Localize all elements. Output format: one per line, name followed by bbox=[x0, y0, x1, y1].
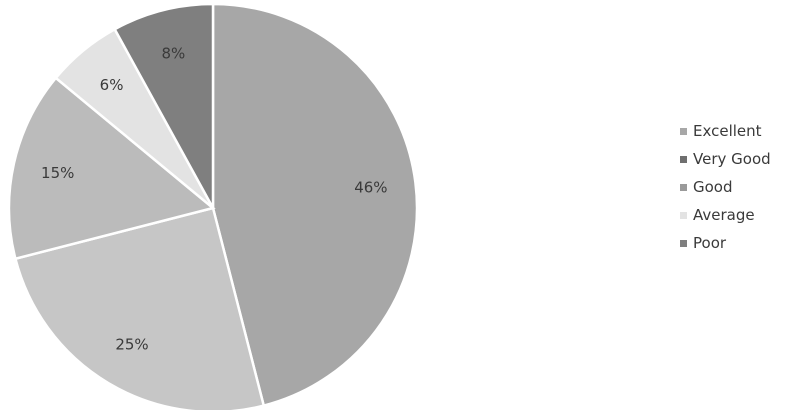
legend-item-average: Average bbox=[680, 201, 771, 229]
pie-slice-excellent bbox=[211, 2, 419, 408]
data-label-very-good: 25% bbox=[115, 335, 148, 353]
legend-item-very-good: Very Good bbox=[680, 145, 771, 173]
legend-label: Poor bbox=[693, 234, 727, 252]
data-label-good: 15% bbox=[41, 164, 74, 182]
legend-label: Good bbox=[693, 178, 733, 196]
legend-label: Average bbox=[693, 206, 755, 224]
legend-swatch bbox=[680, 239, 687, 247]
data-label-average: 6% bbox=[100, 76, 124, 94]
legend-swatch bbox=[680, 211, 687, 219]
pie-slice-very-good bbox=[13, 206, 266, 410]
legend-item-excellent: Excellent bbox=[680, 117, 771, 145]
legend-swatch bbox=[680, 155, 687, 163]
pie-slice-good bbox=[7, 76, 216, 261]
legend-swatch bbox=[680, 127, 687, 135]
data-label-poor: 8% bbox=[162, 44, 186, 62]
legend-label: Very Good bbox=[693, 150, 771, 168]
legend-label: Excellent bbox=[693, 122, 762, 140]
pie-slice-poor bbox=[113, 2, 215, 209]
legend-swatch bbox=[680, 183, 687, 191]
chart-legend: Excellent Very Good Good Average Poor bbox=[680, 117, 771, 257]
legend-item-poor: Poor bbox=[680, 229, 771, 257]
legend-item-good: Good bbox=[680, 173, 771, 201]
data-label-excellent: 46% bbox=[354, 179, 387, 197]
pie-data-labels: 46% 25% 15% 6% 8% bbox=[41, 44, 387, 353]
pie-slices bbox=[7, 2, 419, 410]
